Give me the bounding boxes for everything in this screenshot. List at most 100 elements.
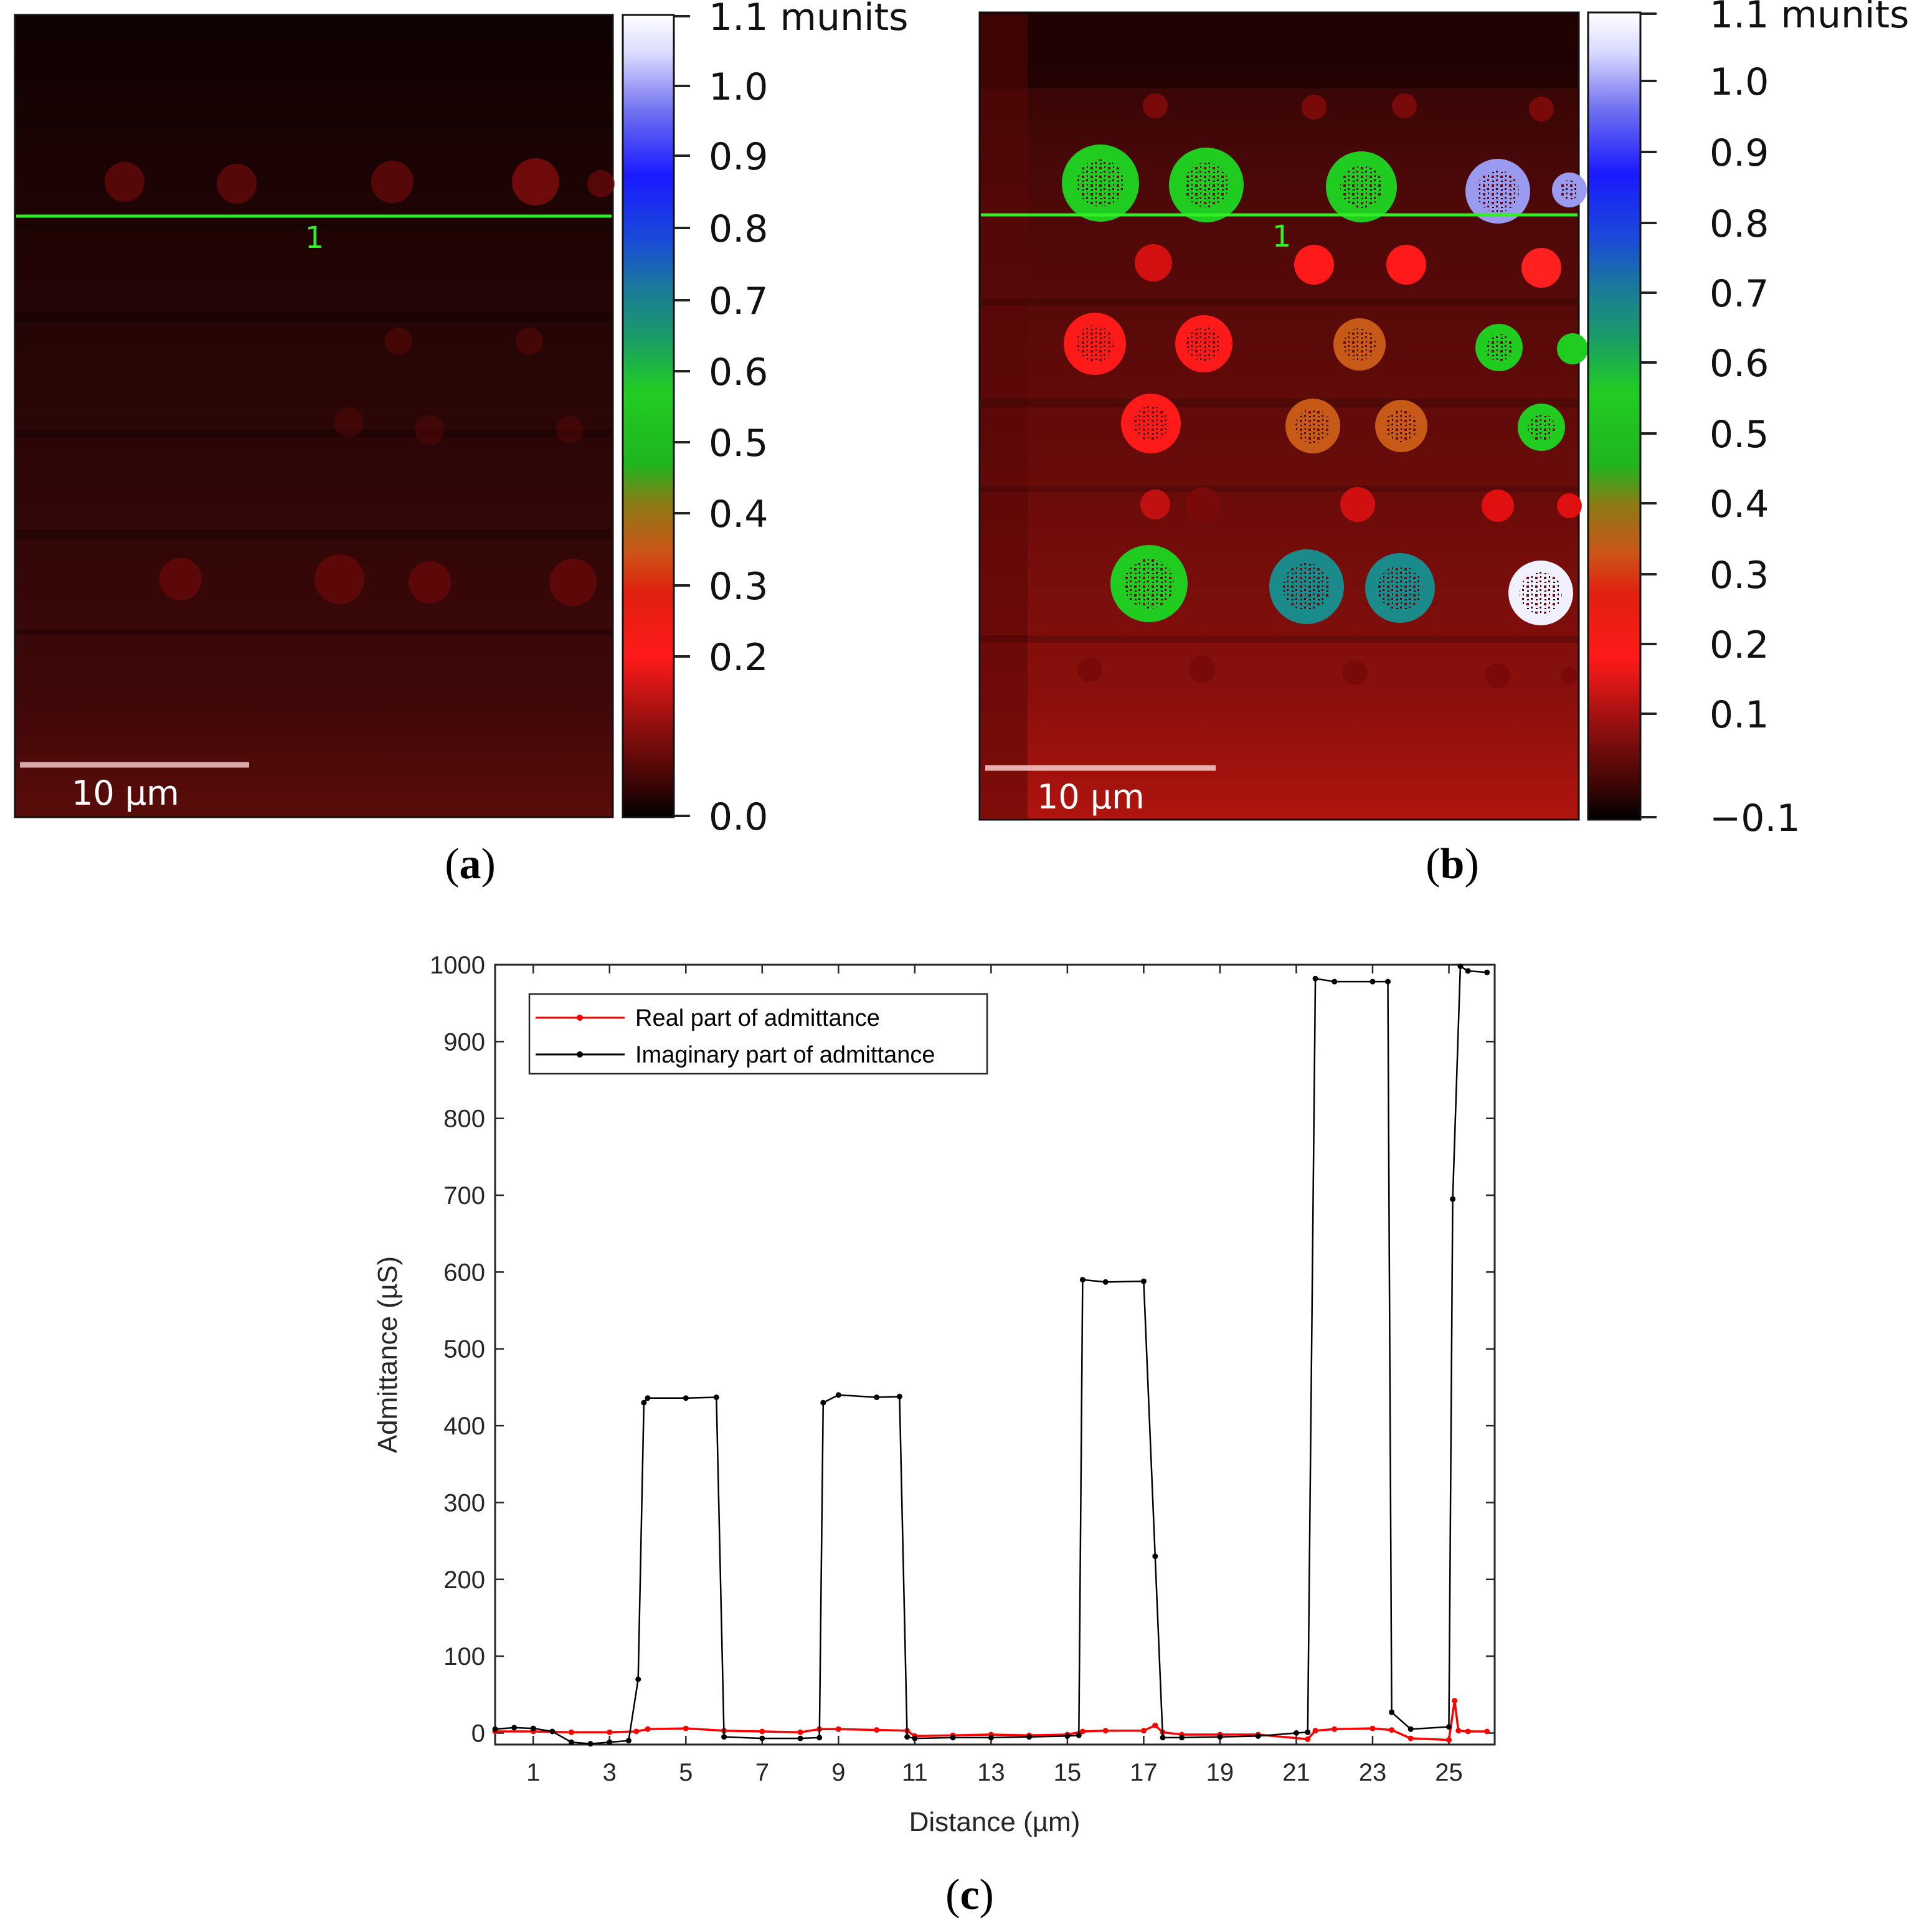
x-tick-label: 7 (755, 1759, 769, 1786)
x-tick-label: 13 (977, 1759, 1005, 1786)
x-tick-label: 1 (526, 1759, 540, 1786)
x-tick-label: 21 (1282, 1759, 1310, 1786)
legend-real-marker (577, 1015, 583, 1021)
colorbar-tick-label: 0.5 (1710, 413, 1769, 457)
real-point (1079, 1728, 1086, 1735)
y-tick-label: 1000 (430, 952, 485, 979)
imaginary-point (896, 1393, 902, 1399)
imaginary-point (1064, 1733, 1071, 1739)
panel-a: 1 10 µm 1.1 munits 1.0 0.9 0.8 0.7 0.6 0.5 0.4 0… (14, 0, 908, 888)
map-b-dot-cores (1076, 159, 1579, 614)
legend: Real part of admittance Imaginary part o… (528, 993, 988, 1075)
colorbar-tick-label: 1.0 (1710, 60, 1769, 104)
imaginary-point (713, 1395, 719, 1400)
panel-b-label: (b) (1426, 840, 1479, 888)
map-b-scale-bar-label: 10 µm (1037, 777, 1145, 817)
colorbar-tick-label: 0.2 (1710, 623, 1769, 667)
y-tick-label: 700 (443, 1182, 485, 1210)
map-a-scale-bar-label: 10 µm (72, 774, 179, 813)
imaginary-point (874, 1395, 880, 1400)
colorbar-tick-label: 0.3 (1710, 554, 1769, 597)
axis-ticks: 1 3 5 7 9 11 13 15 17 19 21 23 250100200300400500600… (430, 952, 1495, 1786)
real-point (1102, 1728, 1109, 1734)
series-real-line (495, 1699, 1487, 1741)
real-point (1369, 1725, 1376, 1731)
colorbar-tick-label: 0.2 (709, 636, 768, 680)
imaginary-point (1140, 1278, 1147, 1284)
imaginary-point (607, 1739, 613, 1745)
colorbar-tick-label: −0.1 (1710, 797, 1800, 840)
map-b-edge (981, 14, 1028, 818)
colorbar-tick-label: 0.9 (1710, 131, 1769, 175)
real-point (1446, 1737, 1452, 1743)
x-tick-label: 25 (1435, 1759, 1463, 1786)
panel-c-label: (c) (945, 1871, 994, 1919)
legend-imag-label: Imaginary part of admittance (635, 1042, 935, 1068)
colorbar-tick-label: 0.6 (709, 351, 768, 394)
x-tick-label: 19 (1206, 1759, 1234, 1786)
y-tick-label: 500 (443, 1336, 485, 1363)
imaginary-point (530, 1725, 536, 1731)
map-b-dark-band (981, 14, 1578, 88)
real-point (569, 1729, 574, 1735)
plot-area (494, 964, 1496, 1746)
legend-imag-marker (577, 1051, 583, 1058)
y-tick-label: 600 (443, 1259, 485, 1286)
imaginary-point (587, 1741, 594, 1747)
imaginary-point (683, 1395, 689, 1401)
y-tick-label: 0 (471, 1720, 485, 1747)
colorbar-tick-label: 1.1 munits (1710, 0, 1909, 37)
imaginary-point (569, 1739, 574, 1745)
y-tick-label: 200 (443, 1566, 485, 1594)
panel-c: 1 3 5 7 9 11 13 15 17 19 21 23 250100200300400500600… (372, 952, 1496, 1919)
real-point (1305, 1736, 1311, 1742)
imaginary-point (625, 1738, 632, 1744)
colorbar-a-ticks: 1.1 munits 1.0 0.9 0.8 0.7 0.6 0.5 0.4 0.3 0.2 0.0 (674, 0, 908, 839)
x-tick-label: 9 (831, 1759, 845, 1786)
colorbar-tick-label: 0.8 (709, 207, 768, 251)
real-point (683, 1725, 689, 1731)
real-point (1407, 1735, 1414, 1741)
real-point (1140, 1728, 1147, 1734)
real-point (633, 1728, 640, 1735)
imaginary-point (1255, 1733, 1261, 1739)
imaginary-point (797, 1735, 803, 1741)
colorbar-tick-label: 1.1 munits (709, 0, 908, 39)
imaginary-point (645, 1395, 651, 1401)
imaginary-point (1484, 969, 1490, 975)
imaginary-point (1369, 978, 1376, 985)
colorbar-tick-label: 0.5 (709, 422, 768, 465)
real-point (835, 1726, 841, 1732)
y-tick-label: 900 (443, 1028, 485, 1056)
map-a-dots (105, 158, 615, 606)
colorbar-tick-label: 1.0 (709, 65, 768, 109)
colorbar-tick-label: 0.9 (709, 135, 768, 179)
colorbar-tick-label: 0.1 (1710, 693, 1769, 737)
colorbar-tick-label: 0.3 (709, 565, 768, 608)
real-point (1152, 1722, 1158, 1728)
imaginary-point (1102, 1279, 1109, 1285)
panel-b: 1 10 µm 1.1 munits 1.0 0.9 0.8 0.7 0.6 0.5 0.4 0… (978, 0, 1909, 888)
imaginary-point (1332, 978, 1338, 985)
imaginary-point (904, 1734, 911, 1740)
legend-box (528, 993, 988, 1075)
real-point (1389, 1727, 1395, 1733)
x-tick-label: 5 (679, 1759, 693, 1786)
real-point (1455, 1728, 1462, 1734)
real-point (797, 1729, 803, 1735)
x-tick-label: 23 (1359, 1759, 1387, 1786)
map-b-small-dots (1077, 93, 1582, 688)
imaginary-point (641, 1399, 647, 1406)
colorbar-tick-label: 0.7 (709, 280, 768, 323)
imaginary-point (912, 1735, 918, 1741)
y-tick-label: 800 (443, 1106, 485, 1133)
real-point (1332, 1726, 1338, 1732)
real-point (607, 1729, 613, 1735)
imaginary-point (1389, 1709, 1395, 1715)
imaginary-point (1305, 1729, 1311, 1735)
imaginary-point (1294, 1730, 1299, 1736)
colorbar-tick-label: 0.4 (1710, 483, 1769, 526)
real-point (1465, 1728, 1471, 1735)
colorbar-tick-label: 0.8 (1710, 202, 1769, 246)
